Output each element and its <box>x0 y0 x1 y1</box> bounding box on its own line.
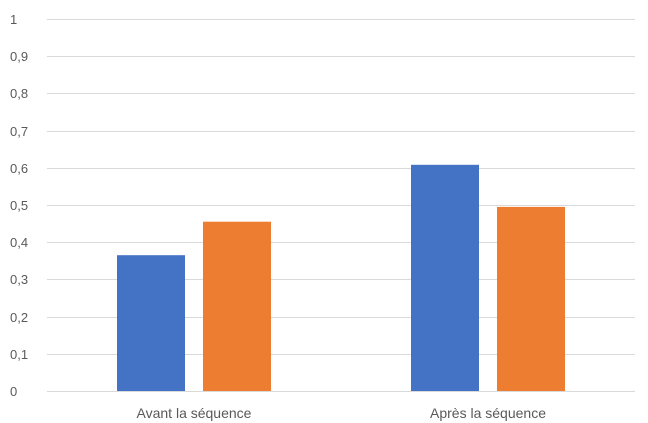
y-axis-ticks: 0 0,1 0,2 0,3 0,4 0,5 0,6 0,7 0,8 0,9 1 <box>10 12 28 399</box>
y-tick-label: 1 <box>10 12 17 27</box>
bar-series-1-apres <box>411 164 479 391</box>
y-tick-label: 0 <box>10 384 17 399</box>
y-tick-label: 0,4 <box>10 235 28 250</box>
bar-series-2-apres <box>497 206 565 391</box>
x-category-label: Avant la séquence <box>137 405 252 421</box>
x-axis-labels: Avant la séquence Après la séquence <box>137 405 547 421</box>
bar-series-1-avant <box>117 255 185 391</box>
y-tick-label: 0,9 <box>10 49 28 64</box>
y-tick-label: 0,7 <box>10 124 28 139</box>
bar-series-2-avant <box>203 221 271 391</box>
y-tick-label: 0,8 <box>10 86 28 101</box>
bars <box>117 164 565 391</box>
y-tick-label: 0,3 <box>10 272 28 287</box>
y-tick-label: 0,6 <box>10 161 28 176</box>
x-category-label: Après la séquence <box>430 405 546 421</box>
y-tick-label: 0,5 <box>10 198 28 213</box>
y-tick-label: 0,1 <box>10 347 28 362</box>
y-tick-label: 0,2 <box>10 310 28 325</box>
